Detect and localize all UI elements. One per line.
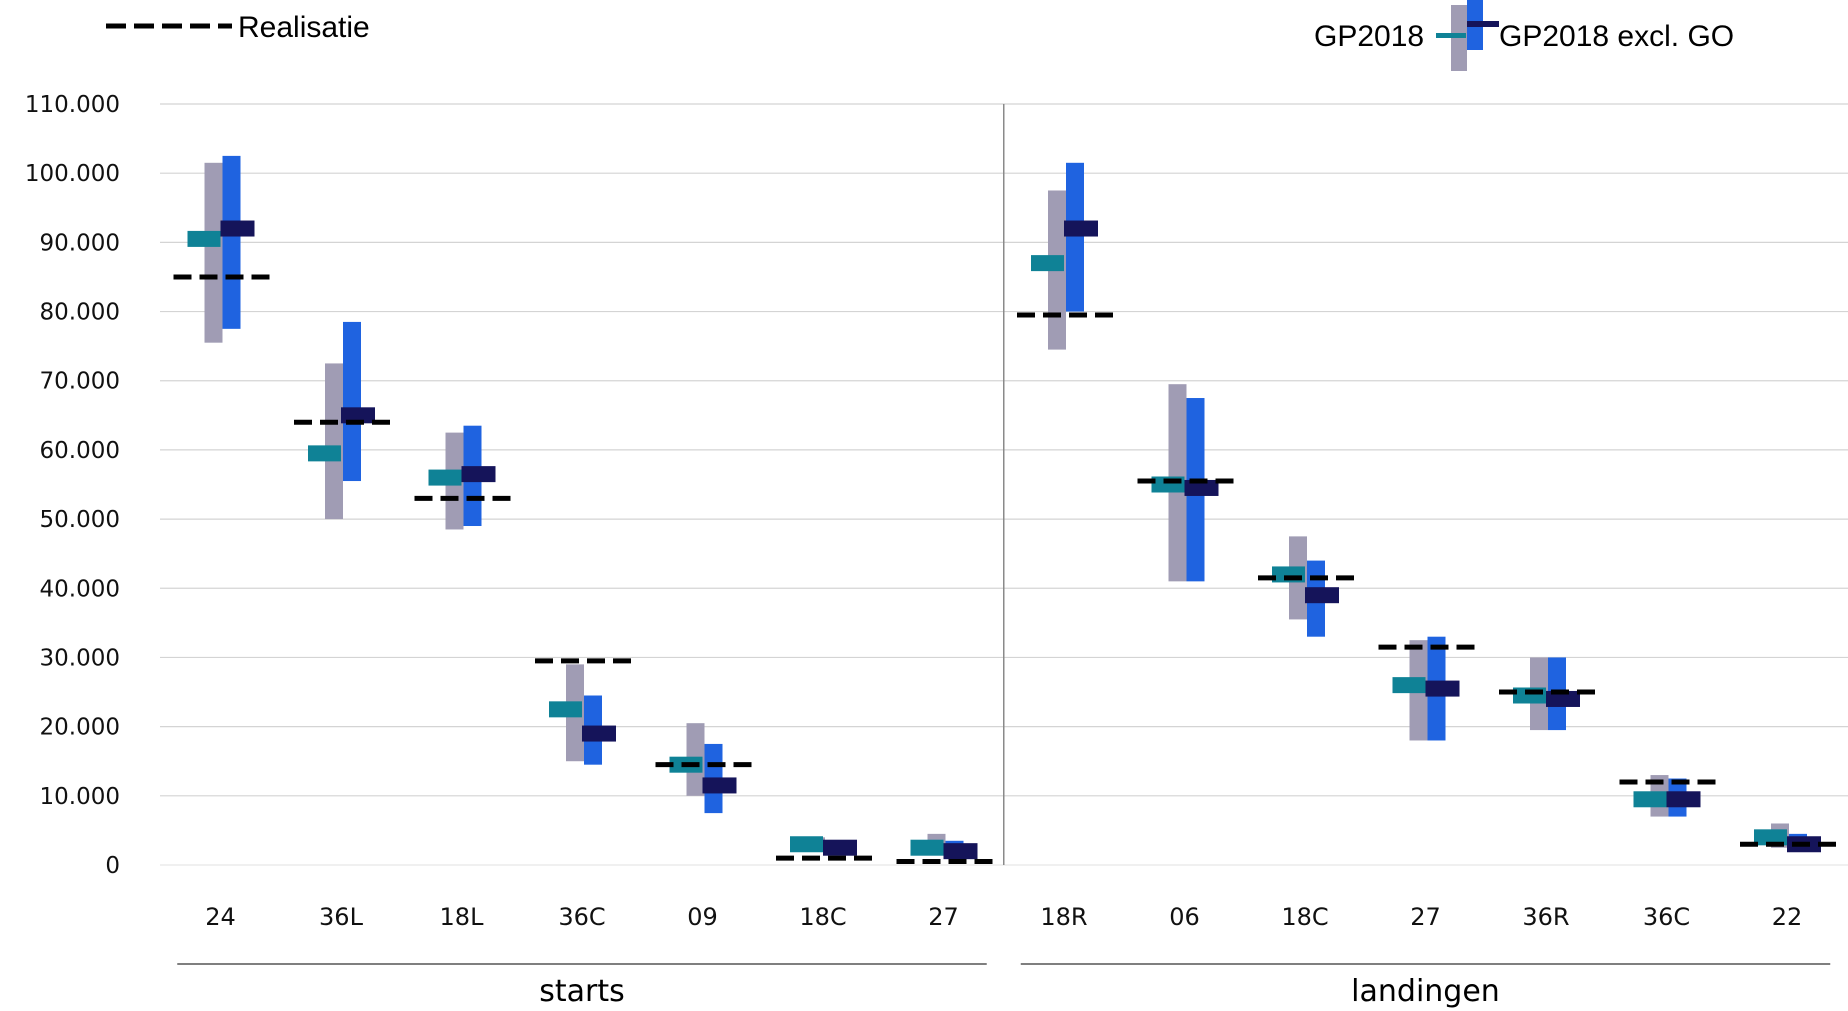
y-tick-label: 70.000 [40,369,120,395]
gp2018-excl-mean-marker [1425,680,1460,697]
gp2018-excl-mean-marker [1064,220,1098,237]
x-category-label: 18C [1281,903,1328,931]
y-axis: 0 10.000 20.000 30.000 40.000 50.000 60.000 70.… [25,92,120,879]
y-tick-label: 20.000 [40,715,120,741]
gp2018-excl-mean-marker [1305,587,1339,604]
y-tick-label: 40.000 [40,576,120,602]
gp2018-mean-marker [549,701,582,718]
gp2018-excl-mean-marker [341,407,375,424]
gp2018-mean-marker [910,839,944,856]
x-category-label: 36R [1522,903,1569,931]
chart-marks [173,155,1837,865]
x-category-label: 09 [687,903,718,931]
gp2018-mean-marker [1633,791,1667,808]
gp2018-excl-range-bar [343,321,361,482]
legend: Realisatie GP2018 GP2018 excl. GO [106,0,1734,71]
y-tick-label: 30.000 [40,645,120,671]
gp2018-excl-range-bar [1066,162,1084,312]
gp2018-mean-marker [1754,829,1787,846]
gp2018-excl-mean-marker [1184,479,1219,496]
legend-realisatie-label: Realisatie [238,11,370,44]
gp2018-excl-mean-marker [1666,791,1701,808]
x-category-label: 18R [1040,903,1087,931]
x-category-label: 22 [1772,903,1803,931]
x-category-label: 18C [799,903,846,931]
legend-gp2018-excl-label: GP2018 excl. GO [1499,20,1734,53]
grid-lines [160,103,1848,866]
gp2018-excl-mean-marker [582,725,616,742]
gp2018-mean-marker [187,230,221,247]
x-category-label: 27 [1410,903,1441,931]
legend-gp2018-mean-swatch [1436,33,1466,38]
gp2018-mean-marker [428,469,462,486]
x-category-label: 24 [205,903,236,931]
y-tick-label: 60.000 [40,438,120,464]
gp2018-excl-mean-marker [702,777,737,794]
gp2018-excl-mean-marker [461,466,496,483]
x-category-label: 36C [558,903,605,931]
gp2018-mean-marker [308,445,341,462]
gp2018-mean-marker [1031,255,1064,272]
gp2018-excl-mean-marker [220,220,255,237]
y-tick-label: 0 [105,853,120,879]
x-category-label: 36L [319,903,364,931]
group-label: starts [539,974,625,1009]
group-label: landingen [1351,974,1500,1009]
legend-gp2018-label: GP2018 [1314,20,1424,53]
gp2018-mean-marker [790,836,823,853]
y-tick-label: 50.000 [40,507,120,533]
gp2018-excl-mean-marker [943,843,978,860]
gp2018-excl-mean-marker [1546,690,1580,707]
x-category-label: 06 [1169,903,1200,931]
y-tick-label: 80.000 [40,300,120,326]
legend-excl-mean-swatch [1467,21,1499,27]
y-tick-label: 100.000 [25,161,120,187]
gp2018-range-bar [204,162,223,343]
gp2018-range-bar [325,363,343,520]
x-category-label: 18L [440,903,485,931]
gp2018-excl-range-bar [222,155,241,329]
x-axis: 24 36L 18L 36C 09 18C 27 18R 06 18C 27 36R 36C 22 star… [177,903,1831,1009]
gp2018-mean-marker [1392,677,1426,694]
x-category-label: 36C [1643,903,1690,931]
x-category-label: 27 [928,903,959,931]
y-tick-label: 90.000 [40,230,120,256]
y-tick-label: 10.000 [40,784,120,810]
gp2018-excl-mean-marker [823,839,857,856]
y-tick-label: 110.000 [25,92,120,118]
